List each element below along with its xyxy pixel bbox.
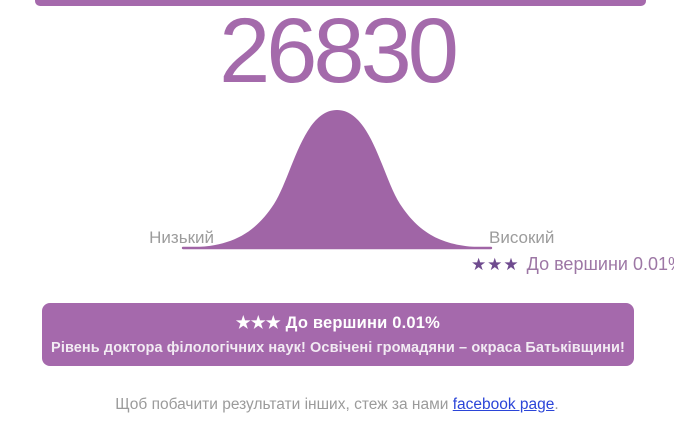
curve-label-high: Високий <box>489 228 555 247</box>
top-progress-bar <box>35 0 646 6</box>
result-box-subtitle: Рівень доктора філологічних наук! Освіче… <box>51 340 625 356</box>
stars-icon: ★★★ <box>470 255 520 274</box>
score-value: 26830 <box>219 0 459 102</box>
rank-line: ★★★ До вершини 0.01% <box>471 254 674 276</box>
curve-label-low: Низький <box>149 228 214 247</box>
rank-line-text: До вершини 0.01% <box>526 254 674 274</box>
bell-curve <box>181 99 493 251</box>
footer-prefix: Щоб побачити результати інших, стеж за н… <box>115 396 453 413</box>
footer-suffix: . <box>554 396 559 413</box>
facebook-link[interactable]: facebook page <box>452 396 555 413</box>
bell-curve-fill <box>191 110 483 248</box>
bell-curve-svg <box>181 110 493 250</box>
result-box: ★★★ До вершини 0.01% Рівень доктора філо… <box>42 303 634 366</box>
footer-text: Щоб побачити результати інших, стеж за н… <box>0 396 674 414</box>
result-box-title: ★★★ До вершини 0.01% <box>235 314 441 332</box>
